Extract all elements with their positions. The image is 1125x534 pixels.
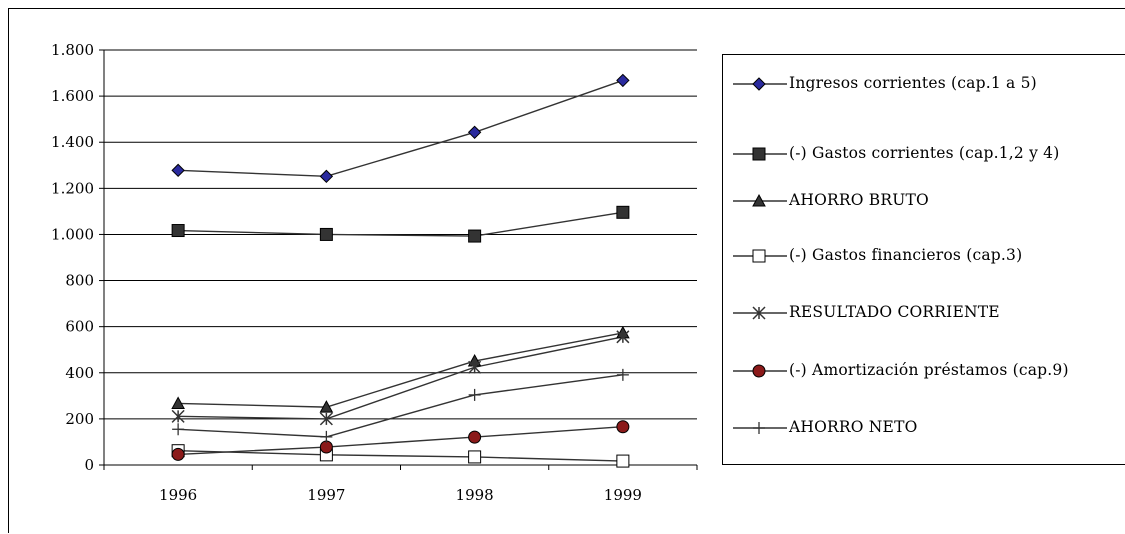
y-tick-label: 1.800	[51, 41, 94, 59]
y-tick-label: 1.200	[51, 179, 94, 197]
x-tick-label: 1996	[159, 486, 197, 504]
data-point	[171, 396, 185, 409]
data-point	[319, 169, 334, 184]
series-line-7	[178, 374, 623, 438]
series-line-6	[178, 426, 623, 456]
legend-label: (-) Gastos financieros (cap.3)	[789, 246, 1023, 264]
data-point	[468, 360, 482, 374]
legend-swatch	[733, 77, 787, 91]
legend-label: AHORRO BRUTO	[789, 191, 929, 209]
legend-swatch	[733, 147, 787, 161]
legend-swatch	[733, 193, 787, 207]
y-tick-label: 600	[65, 318, 94, 336]
data-point	[171, 224, 185, 238]
series-line-1	[178, 79, 624, 178]
chart-container: 0 200 400 600 800 1.000 1.200 1.400 1.600 1.800 19…	[8, 8, 1125, 533]
y-tick-label: 800	[65, 272, 94, 290]
line-chart: 0 200 400 600 800 1.000 1.200 1.400 1.600 1.800 19…	[51, 41, 698, 504]
series-line-5	[178, 336, 624, 420]
legend-label: RESULTADO CORRIENTE	[789, 303, 1000, 321]
x-tick-label: 1999	[604, 486, 642, 504]
y-tick-label: 1.000	[51, 225, 94, 243]
legend-marker	[752, 249, 766, 263]
data-point	[319, 400, 334, 413]
data-point	[616, 368, 629, 381]
legend-marker	[752, 306, 766, 320]
legend-label: AHORRO NETO	[789, 418, 918, 436]
data-point	[468, 388, 481, 401]
legend-marker	[753, 422, 765, 434]
legend-label: (-) Gastos corrientes (cap.1,2 y 4)	[789, 144, 1060, 162]
series-line-2	[178, 211, 623, 237]
legend-item: Ingresos corrientes (cap.1 a 5)	[723, 72, 1125, 96]
legend-swatch	[733, 364, 787, 378]
legend-marker	[752, 193, 766, 207]
legend-item: (-) Gastos corrientes (cap.1,2 y 4)	[723, 142, 1125, 166]
data-point	[171, 163, 185, 178]
legend-label: Ingresos corrientes (cap.1 a 5)	[789, 74, 1037, 92]
legend: Ingresos corrientes (cap.1 a 5) (-) Gasto…	[722, 54, 1125, 465]
legend-item: RESULTADO CORRIENTE	[723, 301, 1125, 325]
y-tick-label: 1.600	[51, 87, 94, 105]
legend-swatch	[733, 306, 787, 320]
y-tick-label: 1.400	[51, 133, 94, 151]
data-point	[319, 227, 333, 241]
data-point	[616, 73, 630, 88]
legend-marker	[752, 77, 766, 91]
legend-item: (-) Gastos financieros (cap.3)	[723, 244, 1125, 268]
x-tick-label: 1997	[307, 486, 345, 504]
legend-marker	[752, 147, 766, 161]
y-tick-label: 200	[65, 410, 94, 428]
data-point	[468, 450, 482, 464]
legend-item: AHORRO NETO	[723, 416, 1125, 440]
legend-swatch	[733, 249, 787, 263]
data-point	[171, 447, 185, 461]
data-point	[468, 430, 482, 444]
data-point	[616, 454, 630, 468]
series-line-4	[178, 450, 623, 462]
legend-item: (-) Amortización préstamos (cap.9)	[723, 359, 1125, 383]
data-point	[616, 205, 630, 219]
legend-label: (-) Amortización préstamos (cap.9)	[789, 361, 1069, 379]
y-tick-label: 400	[65, 364, 94, 382]
data-point	[319, 412, 333, 426]
y-tick-label: 0	[84, 456, 94, 474]
legend-item: AHORRO BRUTO	[723, 189, 1125, 213]
data-point	[467, 125, 482, 140]
data-point	[172, 423, 185, 436]
legend-swatch	[733, 422, 787, 434]
x-tick-label: 1998	[456, 486, 494, 504]
data-point	[171, 409, 185, 423]
data-point	[616, 330, 630, 344]
data-point	[616, 420, 630, 434]
legend-marker	[752, 364, 766, 378]
data-point	[320, 430, 333, 443]
data-point	[468, 229, 482, 243]
series-line-3	[178, 332, 624, 408]
